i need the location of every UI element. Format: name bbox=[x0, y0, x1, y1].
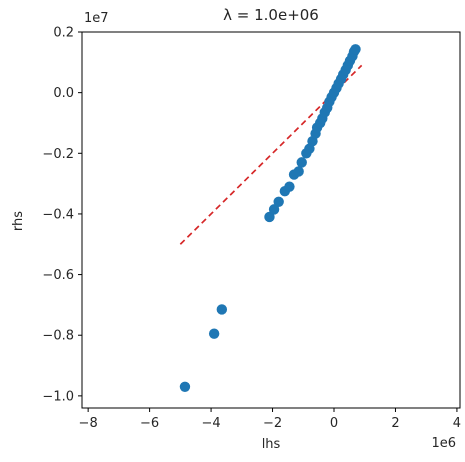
data-point bbox=[264, 211, 275, 223]
y-tick-label: −1.0 bbox=[42, 389, 74, 404]
data-point bbox=[273, 196, 284, 208]
y-offset-label: 1e7 bbox=[84, 11, 109, 26]
y-tick-label: −0.8 bbox=[42, 329, 74, 344]
x-tick-label: 4 bbox=[453, 416, 461, 431]
data-point bbox=[293, 166, 304, 177]
y-tick-label: 0.0 bbox=[53, 86, 74, 101]
y-tick-label: 0.2 bbox=[53, 26, 74, 41]
x-tick-label: 0 bbox=[330, 416, 338, 431]
data-point bbox=[268, 204, 280, 215]
x-tick-label: 2 bbox=[391, 416, 399, 431]
data-point bbox=[208, 328, 220, 339]
x-tick-label: −2 bbox=[263, 416, 282, 431]
data-point bbox=[216, 304, 228, 315]
x-tick-label: −6 bbox=[140, 416, 159, 431]
x-tick-label: −4 bbox=[201, 416, 220, 431]
data-point bbox=[179, 381, 191, 392]
plot-area bbox=[179, 44, 363, 392]
data-point bbox=[296, 157, 307, 168]
y-tick-label: −0.2 bbox=[42, 147, 74, 162]
x-axis-ticks: −8 −6 −4 −2 0 2 4 bbox=[79, 408, 461, 431]
x-tick-label: −8 bbox=[79, 416, 98, 431]
y-axis-ticks: −1.0 −0.8 −0.6 −0.4 −0.2 0.0 0.2 bbox=[42, 26, 82, 404]
y-axis-label: rhs bbox=[11, 211, 26, 231]
x-offset-label: 1e6 bbox=[431, 436, 456, 451]
x-axis-label: lhs bbox=[262, 437, 281, 452]
data-point bbox=[284, 181, 295, 192]
y-tick-label: −0.4 bbox=[42, 207, 74, 222]
data-point bbox=[350, 44, 361, 55]
chart-title: λ = 1.0e+06 bbox=[223, 6, 319, 24]
plot-frame bbox=[81, 31, 461, 409]
y-tick-label: −0.6 bbox=[42, 268, 74, 283]
